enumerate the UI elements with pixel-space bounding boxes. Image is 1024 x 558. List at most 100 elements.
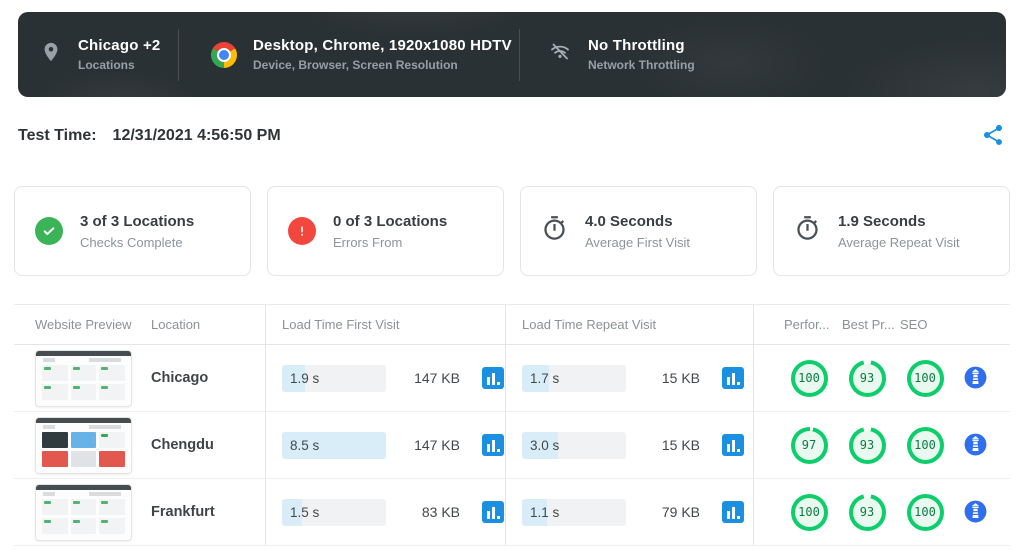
bar-chart-icon xyxy=(726,444,730,452)
header-seo: SEO xyxy=(900,317,928,332)
performance-score-gauge[interactable]: 97 xyxy=(790,426,828,464)
load-time-value: 1.7 s xyxy=(530,370,560,386)
seo-score-gauge[interactable]: 100 xyxy=(906,359,944,397)
header-website-preview: Website Preview xyxy=(14,305,150,345)
table-header-row: Website Preview Location Load Time First… xyxy=(14,305,1010,345)
website-preview-thumbnail[interactable] xyxy=(35,483,132,541)
lighthouse-icon xyxy=(963,366,988,393)
locations-summary: Chicago +2 Locations xyxy=(18,12,178,97)
throttling-summary: No Throttling Network Throttling xyxy=(520,12,1006,97)
location-pin-icon xyxy=(40,41,62,68)
load-time-bar: 3.0 s xyxy=(522,431,626,459)
page-size-value: 83 KB xyxy=(421,504,460,520)
page-size-value: 147 KB xyxy=(414,370,460,386)
location-name: Chengdu xyxy=(151,437,214,453)
lighthouse-report-button[interactable] xyxy=(962,432,988,458)
card-subtitle: Errors From xyxy=(333,234,403,250)
load-time-value: 3.0 s xyxy=(530,437,560,453)
bar-chart-icon xyxy=(486,444,490,452)
bar-chart-icon xyxy=(726,377,730,385)
waterfall-chart-button[interactable] xyxy=(722,367,744,389)
best-practices-score-gauge[interactable]: 93 xyxy=(848,493,886,531)
device-value: Desktop, Chrome, 1920x1080 HDTV xyxy=(253,37,512,54)
locations-label: Locations xyxy=(78,58,135,72)
test-time-label: Test Time: xyxy=(18,127,97,144)
bar-chart-icon xyxy=(726,511,730,519)
test-time-value: 12/31/2021 4:56:50 PM xyxy=(112,127,281,144)
load-time-bar: 1.9 s xyxy=(282,364,386,392)
throttling-value: No Throttling xyxy=(588,37,685,54)
best-practices-score-gauge[interactable]: 93 xyxy=(848,359,886,397)
card-subtitle: Average First Visit xyxy=(585,234,691,250)
check-circle-icon xyxy=(35,217,63,245)
load-time-bar: 8.5 s xyxy=(282,431,386,459)
error-circle-icon xyxy=(288,217,316,245)
header-best-practices: Best Pr... xyxy=(842,317,895,332)
stopwatch-icon xyxy=(541,215,568,247)
load-time-value: 1.9 s xyxy=(290,370,320,386)
load-time-value: 1.5 s xyxy=(290,504,320,520)
seo-score-gauge[interactable]: 100 xyxy=(906,493,944,531)
waterfall-chart-button[interactable] xyxy=(482,367,504,389)
waterfall-chart-button[interactable] xyxy=(722,434,744,456)
location-name: Frankfurt xyxy=(151,504,215,520)
load-time-value: 8.5 s xyxy=(290,437,320,453)
card-checks-complete: 3 of 3 Locations Checks Complete xyxy=(14,186,251,276)
card-title: 3 of 3 Locations xyxy=(80,212,195,230)
summary-cards: 3 of 3 Locations Checks Complete 0 of 3 … xyxy=(14,186,1010,276)
waterfall-chart-button[interactable] xyxy=(482,501,504,523)
share-icon xyxy=(981,125,1005,150)
load-time-bar: 1.1 s xyxy=(522,498,626,526)
header-load-time-first: Load Time First Visit xyxy=(265,305,505,345)
card-title: 1.9 Seconds xyxy=(838,212,926,230)
chrome-icon xyxy=(211,41,237,68)
test-time-row: Test Time: 12/31/2021 4:56:50 PM xyxy=(18,123,1006,149)
card-average-first-visit: 4.0 Seconds Average First Visit xyxy=(520,186,757,276)
lighthouse-icon xyxy=(963,433,988,460)
share-button[interactable] xyxy=(980,123,1006,149)
card-subtitle: Average Repeat Visit xyxy=(838,234,960,250)
header-performance: Perfor... xyxy=(784,317,830,332)
lighthouse-report-button[interactable] xyxy=(962,365,988,391)
throttling-label: Network Throttling xyxy=(588,58,695,72)
table-row: Chicago 1.9 s 147 KB 1.7 s 15 KB 100 93 … xyxy=(14,345,1010,412)
results-table: Website Preview Location Load Time First… xyxy=(14,304,1010,546)
device-summary: Desktop, Chrome, 1920x1080 HDTV Device, … xyxy=(179,12,519,97)
load-time-bar: 1.7 s xyxy=(522,364,626,392)
bar-chart-icon xyxy=(486,511,490,519)
card-errors: 0 of 3 Locations Errors From xyxy=(267,186,504,276)
page-size-value: 147 KB xyxy=(414,437,460,453)
waterfall-chart-button[interactable] xyxy=(482,434,504,456)
website-preview-thumbnail[interactable] xyxy=(35,416,132,474)
load-time-bar: 1.5 s xyxy=(282,498,386,526)
stopwatch-icon xyxy=(794,215,821,247)
header-load-time-repeat: Load Time Repeat Visit xyxy=(505,305,753,345)
locations-value: Chicago +2 xyxy=(78,37,161,54)
performance-score-gauge[interactable]: 100 xyxy=(790,359,828,397)
waterfall-chart-button[interactable] xyxy=(722,501,744,523)
table-row: Frankfurt 1.5 s 83 KB 1.1 s 79 KB 100 93… xyxy=(14,479,1010,546)
page-size-value: 15 KB xyxy=(661,370,700,386)
divider xyxy=(519,28,520,81)
page-size-value: 79 KB xyxy=(661,504,700,520)
card-average-repeat-visit: 1.9 Seconds Average Repeat Visit xyxy=(773,186,1010,276)
device-label: Device, Browser, Screen Resolution xyxy=(253,58,458,72)
card-subtitle: Checks Complete xyxy=(80,234,183,250)
website-preview-thumbnail[interactable] xyxy=(35,349,132,407)
card-title: 0 of 3 Locations xyxy=(333,212,448,230)
load-time-value: 1.1 s xyxy=(530,504,560,520)
performance-score-gauge[interactable]: 100 xyxy=(790,493,828,531)
table-row: Chengdu 8.5 s 147 KB 3.0 s 15 KB 97 93 1… xyxy=(14,412,1010,479)
bar-chart-icon xyxy=(486,377,490,385)
lighthouse-report-button[interactable] xyxy=(962,499,988,525)
card-title: 4.0 Seconds xyxy=(585,212,673,230)
network-throttling-icon xyxy=(548,40,572,69)
location-name: Chicago xyxy=(151,370,209,386)
best-practices-score-gauge[interactable]: 93 xyxy=(848,426,886,464)
page-size-value: 15 KB xyxy=(661,437,700,453)
seo-score-gauge[interactable]: 100 xyxy=(906,426,944,464)
settings-summary-bar: Chicago +2 Locations Desktop, Chrome, 19… xyxy=(18,12,1006,97)
lighthouse-icon xyxy=(963,500,988,527)
header-location: Location xyxy=(150,305,265,345)
divider xyxy=(178,28,179,81)
